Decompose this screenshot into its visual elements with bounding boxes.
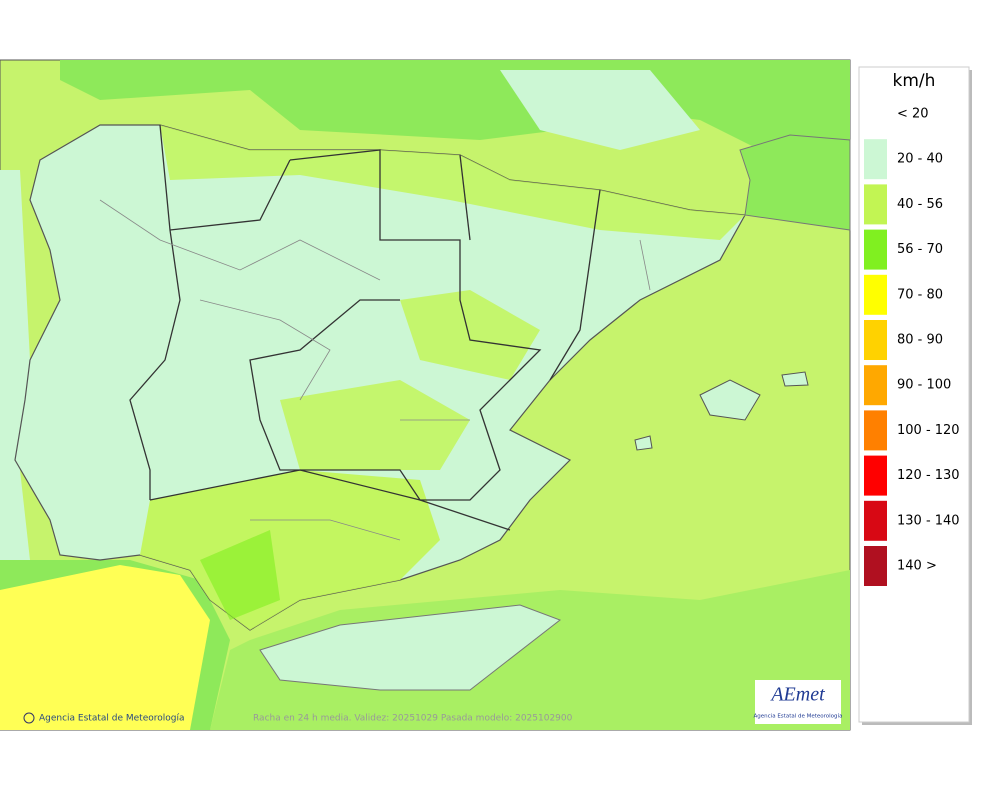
legend-swatch [864,410,887,451]
wind-region [280,380,470,470]
legend-label: < 20 [897,107,929,122]
legend-label: 20 - 40 [897,152,943,167]
credit: Agencia Estatal de Meteorología [23,712,185,724]
legend-label: 56 - 70 [897,242,943,257]
legend-label: 90 - 100 [897,378,951,393]
logo-name: AEmet [769,684,825,706]
wind-region [160,125,745,240]
logo-box [755,680,841,724]
legend-swatch [864,274,887,315]
legend-label: 40 - 56 [897,197,943,212]
wind-region [400,290,540,380]
copyright-icon [23,712,35,724]
legend-label: 120 - 130 [897,468,960,483]
credit-text: Agencia Estatal de Meteorología [39,714,185,724]
logo-subtitle: Agencia Estatal de Meteorología [754,713,843,720]
legend-swatch [864,139,887,180]
sea-region [0,565,210,730]
province-borders [99,199,651,541]
africa [210,570,850,730]
sea-region [500,70,700,150]
legend-swatch [864,500,887,541]
island [699,379,761,421]
legend-swatch [864,229,887,270]
legend-swatch [864,184,887,225]
legend-label: 130 - 140 [897,513,960,528]
legend-label: 140 > [897,559,937,574]
wind-region [200,530,280,620]
caption: Racha en 24 h media. Validez: 20251029 P… [253,714,573,724]
legend-swatch [864,365,887,406]
map [0,59,851,731]
sea-region [0,170,30,560]
legend: km/h < 20 20 - 40 40 - 56 56 - 70 70 - 80 80 … [858,66,972,725]
wind-region [259,604,562,691]
region-borders [129,124,601,531]
legend-label: 80 - 90 [897,333,943,348]
legend-swatch [864,320,887,360]
legend-swatch [864,546,887,586]
legend-swatch [864,455,887,496]
legend-title: km/h [893,71,936,91]
legend-label: 70 - 80 [897,287,943,302]
logo: AEmet Agencia Estatal de Meteorología [754,680,843,724]
france [739,134,851,231]
island [781,371,809,387]
legend-label: 100 - 120 [897,423,960,438]
island [634,435,653,451]
